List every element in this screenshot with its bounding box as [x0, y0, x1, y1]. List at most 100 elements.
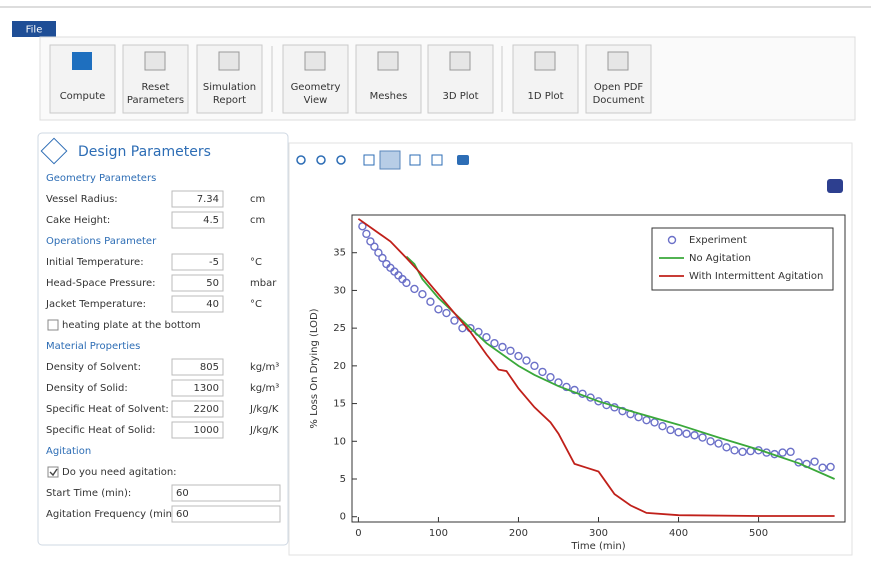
button-label[interactable]: View	[304, 95, 328, 106]
file-menu[interactable]	[12, 21, 56, 37]
x-axis-label: Time (min)	[570, 541, 625, 552]
param-value[interactable]: 50	[206, 278, 219, 289]
param-input[interactable]	[171, 190, 224, 208]
param-unit: J/kg/K	[249, 404, 279, 415]
param-label: Cake Height:	[46, 215, 110, 226]
legend-toggle[interactable]	[431, 154, 443, 166]
x-tick-label: 500	[749, 528, 768, 539]
experiment-point	[402, 278, 411, 288]
experiment-point	[618, 406, 627, 416]
param-value[interactable]: 805	[200, 362, 219, 373]
y-tick-label: 30	[333, 285, 346, 296]
checkbox[interactable]	[47, 319, 59, 331]
param-value[interactable]: 2200	[194, 404, 219, 415]
button-icon[interactable]	[449, 51, 471, 71]
y-tick-label: 15	[333, 399, 346, 410]
button-icon[interactable]	[607, 51, 629, 71]
zoom-in[interactable]	[296, 155, 306, 165]
experiment-point	[666, 425, 675, 435]
experiment-point	[658, 422, 667, 431]
param-value[interactable]: 40	[206, 299, 219, 310]
param-unit: cm	[250, 194, 265, 205]
experiment-point	[498, 342, 507, 352]
button-label[interactable]: Simulation	[203, 82, 256, 93]
button-icon[interactable]	[534, 51, 556, 71]
experiment-point	[650, 418, 659, 427]
series-line	[357, 218, 835, 517]
checkbox[interactable]	[47, 466, 59, 478]
file-menu-label[interactable]: File	[26, 25, 43, 36]
param-input[interactable]	[171, 379, 224, 397]
button-label[interactable]: Reset	[142, 82, 170, 93]
experiment-point	[490, 339, 499, 348]
param-value[interactable]: 60	[176, 509, 189, 520]
experiment-point	[522, 356, 531, 365]
experiment-point	[442, 308, 451, 318]
zoom-extents[interactable]	[363, 154, 375, 166]
experiment-point	[374, 248, 383, 257]
param-value[interactable]: 1300	[194, 383, 219, 394]
param-value[interactable]: 60	[176, 488, 189, 499]
experiment-point	[594, 397, 603, 406]
button-label[interactable]: Document	[593, 95, 645, 106]
x-tick-label: 400	[669, 528, 688, 539]
section-heading: Material Properties	[46, 341, 140, 352]
param-input[interactable]	[171, 358, 224, 376]
experiment-point	[434, 305, 443, 314]
experiment-point	[450, 316, 459, 325]
param-input[interactable]	[171, 421, 224, 439]
checkbox-label[interactable]: heating plate at the bottom	[62, 320, 201, 331]
button-icon[interactable]	[218, 51, 240, 71]
param-value[interactable]: 1000	[194, 425, 219, 436]
param-value[interactable]: 7.34	[197, 194, 219, 205]
zoom-out[interactable]	[316, 155, 326, 165]
section-heading: Geometry Parameters	[46, 173, 156, 184]
button-icon[interactable]	[72, 52, 92, 70]
param-label: Density of Solvent:	[46, 362, 141, 373]
checkbox-label[interactable]: Do you need agitation:	[62, 467, 177, 478]
button-icon[interactable]	[377, 51, 399, 71]
button-label[interactable]: Geometry	[291, 82, 341, 93]
experiment-point	[642, 415, 651, 425]
button-label[interactable]: Meshes	[370, 91, 408, 102]
param-input[interactable]	[171, 274, 224, 292]
experiment-point	[358, 222, 367, 231]
snapshot[interactable]	[457, 155, 469, 165]
button-label[interactable]: Compute	[60, 91, 106, 102]
param-value[interactable]: 4.5	[203, 215, 219, 226]
button-label[interactable]: Report	[213, 95, 246, 106]
experiment-point	[714, 439, 723, 448]
button-icon[interactable]	[144, 51, 166, 71]
experiment-point	[738, 447, 747, 457]
param-input[interactable]	[171, 505, 281, 523]
y-tick-label: 5	[340, 474, 346, 485]
param-unit: kg/m³	[250, 362, 279, 373]
button-label[interactable]: Parameters	[127, 95, 184, 106]
param-input[interactable]	[171, 295, 224, 313]
zoom-box[interactable]	[336, 155, 346, 165]
param-value[interactable]: -5	[209, 257, 219, 268]
param-label: Initial Temperature:	[46, 257, 144, 268]
scene-light[interactable]	[379, 150, 401, 170]
experiment-point	[682, 429, 691, 438]
experiment-point	[810, 457, 819, 466]
panel-title: Design Parameters	[78, 144, 211, 160]
param-label: Start Time (min):	[46, 488, 131, 499]
param-input[interactable]	[171, 211, 224, 229]
button-icon[interactable]	[304, 51, 326, 71]
button-label[interactable]: 1D Plot	[527, 91, 563, 102]
legend-label: With Intermittent Agitation	[689, 271, 823, 282]
param-input[interactable]	[171, 484, 281, 502]
experiment-point	[690, 431, 699, 440]
experiment-point	[370, 242, 379, 251]
button-label[interactable]: Open PDF	[594, 82, 644, 93]
param-input[interactable]	[171, 253, 224, 271]
y-tick-label: 0	[340, 512, 346, 523]
view-icon[interactable]	[827, 179, 843, 193]
param-label: Specific Heat of Solvent:	[46, 404, 169, 415]
param-input[interactable]	[171, 400, 224, 418]
y-axis-label: % Loss On Drying (LOD)	[309, 308, 320, 428]
grid-toggle[interactable]	[409, 154, 421, 166]
button-label[interactable]: 3D Plot	[442, 91, 478, 102]
